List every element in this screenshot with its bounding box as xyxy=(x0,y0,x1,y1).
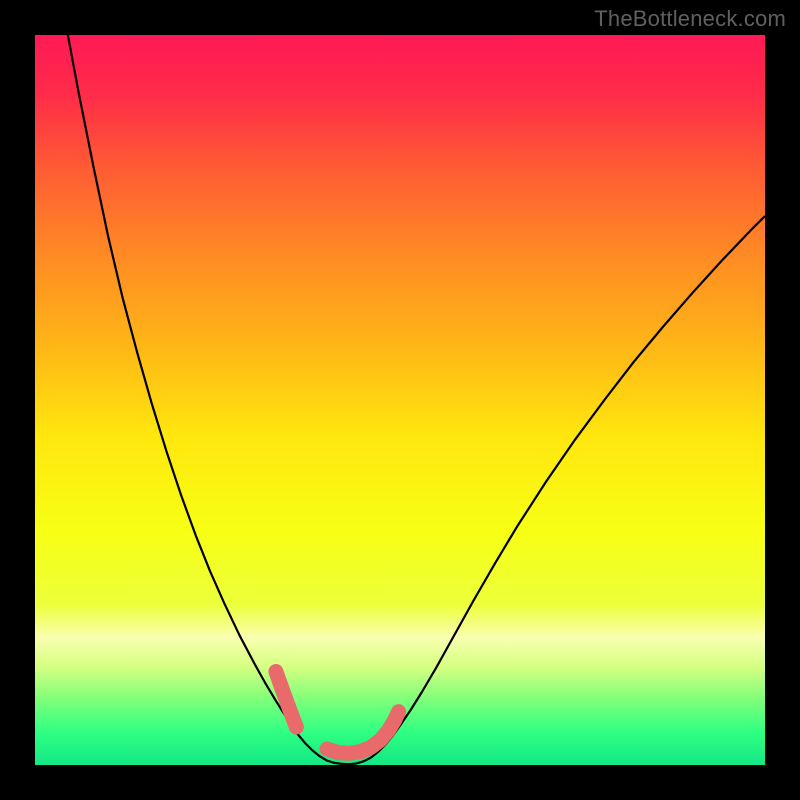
gradient-background xyxy=(35,35,765,765)
watermark-text: TheBottleneck.com xyxy=(594,6,786,32)
bottleneck-chart xyxy=(35,35,765,765)
